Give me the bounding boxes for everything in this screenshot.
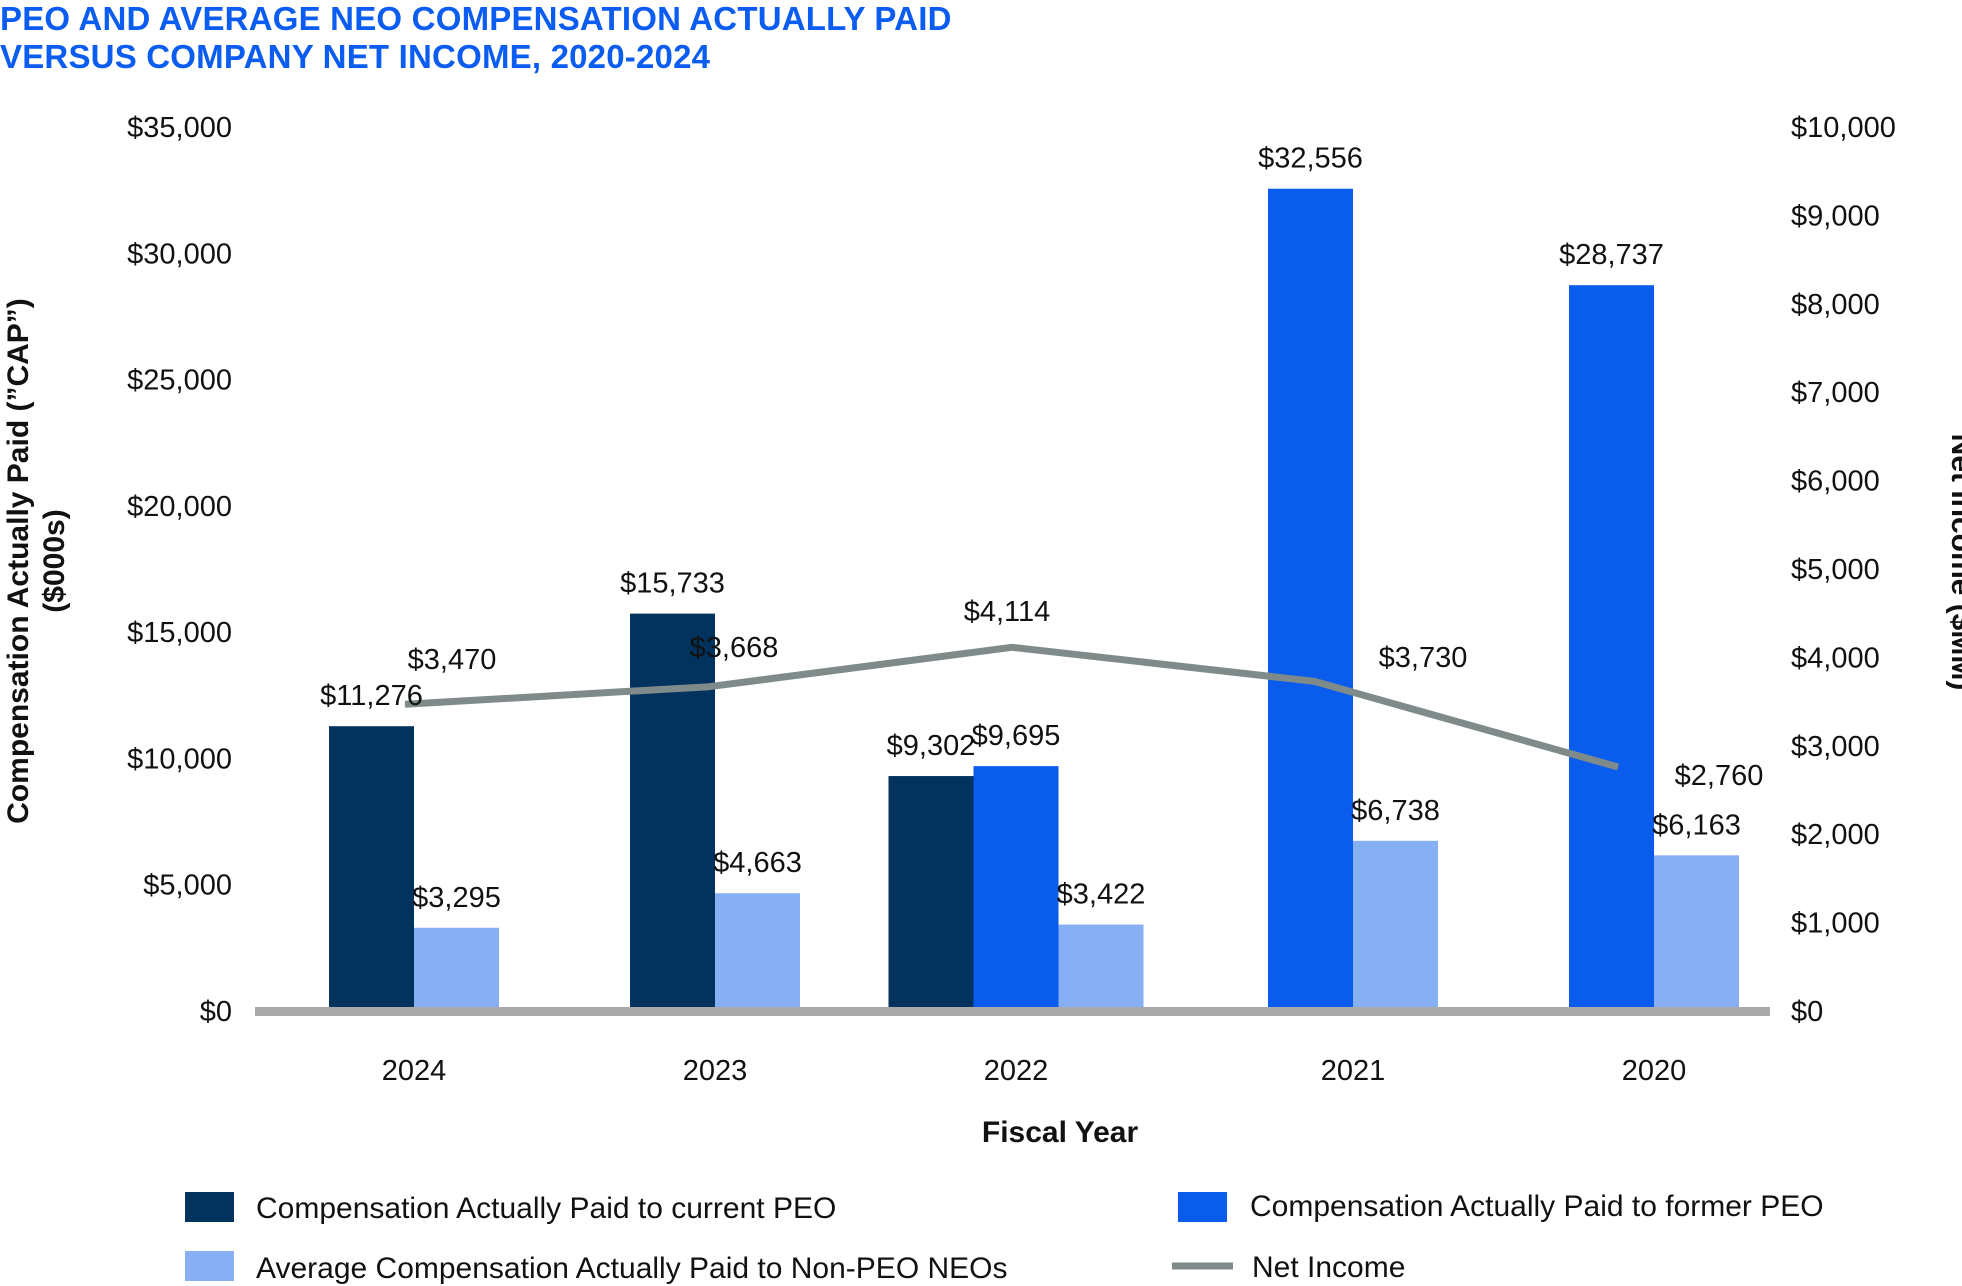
y-left-tick-label: $5,000 [143, 870, 232, 902]
y-right-tick-label: $4,000 [1791, 642, 1880, 674]
data-label-non_peo-2024: $3,295 [412, 882, 501, 914]
legend-swatch-non-peo [185, 1251, 234, 1281]
data-label-former_peo-2020: $28,737 [1559, 239, 1664, 271]
data-label-net-income-2024: $3,470 [408, 644, 497, 676]
bar-former_peo-2020 [1569, 285, 1654, 1011]
bar-current_peo-2022 [888, 776, 974, 1011]
legend-label-former-peo: Compensation Actually Paid to former PEO [1250, 1190, 1824, 1223]
y-left-tick-label: $30,000 [127, 238, 232, 270]
y-right-tick-label: $2,000 [1791, 819, 1880, 851]
x-axis-baseline [255, 1007, 1770, 1016]
y-left-tick-label: $25,000 [127, 365, 232, 397]
x-tick-label: 2021 [1321, 1055, 1386, 1087]
net-income-point-2022 [1011, 646, 1013, 648]
legend: Compensation Actually Paid to current PE… [185, 1190, 1824, 1285]
data-label-net-income-2023: $3,668 [690, 632, 779, 664]
data-label-current_peo-2024: $11,276 [320, 680, 423, 712]
net-income-point-2023 [708, 686, 710, 688]
legend-label-current-peo: Compensation Actually Paid to current PE… [256, 1192, 836, 1225]
chart-title: PEO AND AVERAGE NEO COMPENSATION ACTUALL… [0, 0, 952, 76]
y-axis-right-title: Net Income ($MM) [1945, 434, 1962, 691]
y-left-tick-label: $20,000 [127, 491, 232, 523]
net-income-point-2021 [1313, 680, 1315, 682]
data-label-current_peo-2022: $9,302 [887, 730, 976, 762]
data-label-net-income-2022: $4,114 [964, 596, 1051, 628]
y-left-tick-label: $35,000 [127, 112, 232, 144]
bar-non_peo-2024 [414, 927, 499, 1011]
y-right-tick-label: $1,000 [1791, 908, 1880, 940]
data-labels: $11,276 $3,295 $15,733 $4,663 $9,302$9,695 $3… [320, 143, 1763, 914]
data-label-current_peo-2023: $15,733 [620, 568, 725, 600]
right-axis-ticks: $0 $1,000 $2,000 $3,000 $4,000 $5,000 $6,000 $7… [1791, 112, 1896, 1028]
data-label-former_peo-2021: $32,556 [1258, 143, 1363, 175]
legend-label-net-income: Net Income [1252, 1251, 1405, 1284]
y-axis-left-title-line-1: Compensation Actually Paid (”CAP”) [2, 298, 35, 824]
chart-title-line-2: VERSUS COMPANY NET INCOME, 2020-2024 [0, 38, 711, 75]
y-right-tick-label: $7,000 [1791, 377, 1880, 409]
net-income-point-2020 [1617, 766, 1619, 768]
y-left-tick-label: $0 [200, 996, 232, 1028]
bar-non_peo-2022 [1058, 924, 1144, 1011]
x-tick-label: 2022 [984, 1055, 1049, 1087]
bar-current_peo-2024 [329, 726, 414, 1011]
bar-former_peo-2021 [1268, 188, 1353, 1011]
x-tick-label: 2023 [683, 1055, 748, 1087]
bars [329, 188, 1739, 1011]
y-right-tick-label: $8,000 [1791, 289, 1880, 321]
y-right-tick-label: $0 [1791, 996, 1823, 1028]
y-left-tick-label: $15,000 [127, 617, 232, 649]
x-tick-label: 2024 [382, 1055, 447, 1087]
data-label-former_peo-2022: $9,695 [972, 720, 1061, 752]
category-labels: 2024 2023 2022 2021 2020 [382, 1055, 1687, 1087]
data-label-net-income-2020: $2,760 [1675, 760, 1764, 792]
left-axis-ticks: $0 $5,000 $10,000 $15,000 $20,000 $25,000 $30,… [127, 112, 232, 1028]
y-right-tick-label: $9,000 [1791, 200, 1880, 232]
data-label-net-income-2021: $3,730 [1379, 642, 1468, 674]
net-income-point-2024 [404, 703, 406, 705]
x-tick-label: 2020 [1622, 1055, 1687, 1087]
bar-former_peo-2022 [973, 766, 1059, 1011]
chart-title-line-1: PEO AND AVERAGE NEO COMPENSATION ACTUALL… [0, 0, 952, 37]
legend-label-non-peo: Average Compensation Actually Paid to No… [256, 1252, 1008, 1285]
y-right-tick-label: $3,000 [1791, 731, 1880, 763]
legend-swatch-former-peo [1178, 1192, 1227, 1222]
data-label-non_peo-2023: $4,663 [713, 847, 802, 879]
data-label-non_peo-2022: $3,422 [1057, 879, 1146, 911]
bar-non_peo-2021 [1353, 840, 1438, 1011]
y-right-tick-label: $5,000 [1791, 554, 1880, 586]
net-income-line-layer [404, 643, 1619, 771]
bar-non_peo-2023 [715, 893, 800, 1011]
y-left-tick-label: $10,000 [127, 743, 232, 775]
data-label-non_peo-2020: $6,163 [1652, 809, 1741, 841]
y-axis-left-title-line-2: ($000s) [38, 509, 71, 612]
bar-current_peo-2023 [630, 613, 715, 1011]
data-label-non_peo-2021: $6,738 [1351, 795, 1440, 827]
y-right-tick-label: $10,000 [1791, 112, 1896, 144]
x-axis-title: Fiscal Year [982, 1116, 1139, 1149]
legend-swatch-current-peo [185, 1192, 234, 1222]
bar-non_peo-2020 [1654, 855, 1739, 1011]
y-right-tick-label: $6,000 [1791, 466, 1880, 498]
